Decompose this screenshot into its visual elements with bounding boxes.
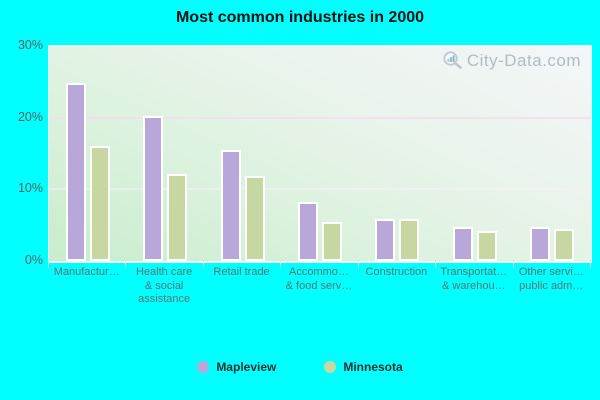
- legend: Mapleview Minnesota: [0, 360, 600, 374]
- x-tick-6: [512, 260, 514, 268]
- x-tick-1: [125, 260, 127, 268]
- watermark-text: City-Data.com: [466, 50, 581, 70]
- x-tick-3: [280, 260, 282, 268]
- bar-minnesota-3[interactable]: [321, 221, 342, 261]
- x-label-3: Accommo… & food serv…: [285, 266, 353, 292]
- bar-mapleview-0[interactable]: [65, 83, 86, 261]
- chart-title: Most common industries in 2000: [175, 9, 425, 26]
- x-axis-labels: Manufactur… Health care & social assistance…: [48, 266, 590, 307]
- x-label-4: Construction: [365, 266, 428, 278]
- plot-area: City-Data.com: [48, 45, 592, 263]
- bar-group-0: [49, 46, 126, 261]
- y-tick-label-20: 20%: [17, 109, 43, 124]
- bar-minnesota-1[interactable]: [167, 173, 188, 261]
- bar-group-5: [436, 46, 513, 261]
- legend-label-minnesota: Minnesota: [343, 360, 403, 374]
- bar-group-1: [126, 46, 203, 261]
- bar-group-6: [514, 46, 591, 261]
- x-label-1: Health care & social assistance: [136, 266, 193, 305]
- y-tick-label-0: 0%: [24, 253, 43, 267]
- bar-minnesota-5[interactable]: [476, 230, 497, 261]
- bar-mapleview-5[interactable]: [452, 226, 473, 261]
- x-label-0: Manufactur…: [53, 266, 120, 278]
- bar-group-4: [359, 46, 436, 261]
- x-tick-2: [202, 260, 204, 268]
- bar-mapleview-3[interactable]: [297, 201, 318, 261]
- bar-minnesota-0[interactable]: [89, 145, 110, 261]
- legend-item-mapleview: Mapleview: [197, 360, 276, 374]
- watermark: City-Data.com: [442, 50, 581, 71]
- x-tick-0: [48, 260, 49, 268]
- legend-dot-minnesota: [324, 361, 337, 373]
- y-tick-label-10: 10%: [17, 181, 43, 196]
- legend-item-minnesota: Minnesota: [324, 360, 403, 374]
- magnifier-icon: [443, 51, 462, 69]
- bar-minnesota-6[interactable]: [554, 228, 575, 261]
- x-label-5: Transportat… & warehou…: [440, 266, 508, 292]
- legend-dot-mapleview: [197, 361, 210, 373]
- x-tick-7: [590, 260, 591, 268]
- bar-minnesota-4[interactable]: [399, 218, 420, 261]
- bar-groups: [49, 46, 591, 261]
- bar-group-2: [204, 46, 281, 261]
- legend-label-mapleview: Mapleview: [216, 360, 277, 374]
- bar-mapleview-6[interactable]: [530, 226, 551, 261]
- x-tick-4: [357, 260, 359, 268]
- x-label-2: Retail trade: [213, 266, 270, 278]
- x-label-6: Other servi… public adm…: [518, 266, 584, 292]
- bar-mapleview-4[interactable]: [375, 218, 396, 261]
- bar-group-3: [281, 46, 358, 261]
- bar-mapleview-2[interactable]: [220, 149, 241, 261]
- bar-minnesota-2[interactable]: [244, 175, 265, 261]
- y-tick-label-30: 30%: [17, 38, 43, 52]
- x-tick-5: [435, 260, 437, 268]
- bar-mapleview-1[interactable]: [143, 116, 164, 261]
